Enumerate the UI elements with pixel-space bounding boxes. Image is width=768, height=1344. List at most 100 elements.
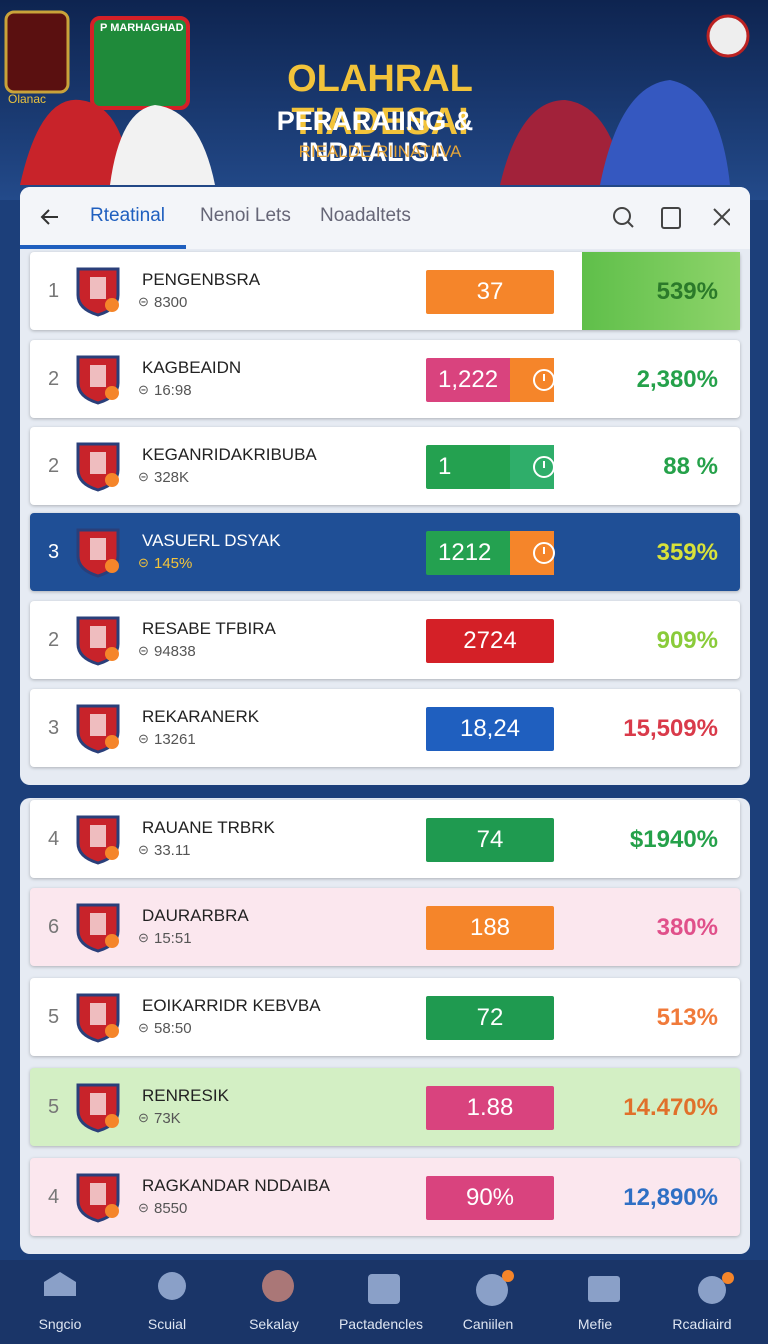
team-stat: ⊝ 13261	[138, 731, 196, 748]
team-stat: ⊝ 58:50	[138, 1020, 192, 1037]
leaderboard-row[interactable]: 5 EOIKARRIDR KEBVBA ⊝ 58:50 72 513%	[30, 978, 740, 1056]
tab-bar: Rteatinal Nenoi Lets Noadaltets	[20, 187, 750, 249]
active-tab-indicator	[20, 245, 186, 249]
leaderboard-card: Rteatinal Nenoi Lets Noadaltets 539% 1 PENGE…	[20, 187, 750, 785]
team-avatar	[76, 1083, 120, 1133]
percent: 12,890%	[623, 1184, 718, 1211]
team-stat: ⊝ 8550	[138, 1200, 188, 1217]
value-badge: 37	[426, 270, 554, 314]
stat-icon: ⊝	[138, 294, 149, 309]
leaderboard-row[interactable]: 2 RESABE TFBIRA ⊝ 94838 2724 909%	[30, 601, 740, 679]
percent: 14.470%	[623, 1094, 718, 1121]
bottom-nav: Sngcio Scuial Sekalay Pactadencles Caniilen M…	[0, 1260, 768, 1344]
team-name: RESABE TFBIRA	[142, 619, 276, 638]
left-badge-label: Olanac	[8, 92, 47, 106]
team-name: RAUANE TRBRK	[142, 818, 275, 837]
banner-art	[4, 10, 750, 185]
right-badge-label: P MARHAGHAD	[100, 22, 184, 34]
leaderboard-row[interactable]: 6 DAURARBRA ⊝ 15:51 188 380%	[30, 888, 740, 966]
team-avatar	[76, 267, 120, 317]
value-badge: 90%	[426, 1176, 554, 1220]
stat-icon: ⊝	[138, 930, 149, 945]
leaderboard-card: 4 RAUANE TRBRK ⊝ 33.11 74 $1940% 6 DAURARBRA ⊝ 15…	[20, 798, 750, 1254]
rank: 1	[48, 280, 60, 302]
rank: 3	[48, 717, 60, 739]
value-badge: 1,222	[426, 358, 555, 402]
stat-value: 15:51	[154, 930, 192, 947]
team-name: KAGBEAIDN	[142, 358, 242, 377]
back-button[interactable]	[38, 205, 62, 229]
stat-value: 328K	[154, 469, 190, 486]
rank: 4	[48, 1186, 60, 1208]
leaderboard-row[interactable]: 3 VASUERL DSYAK ⊝ 145% 1212 359%	[30, 513, 740, 591]
nav-label[interactable]: Scuial	[147, 1316, 187, 1332]
percent: 359%	[656, 539, 718, 566]
value-badge: 74	[426, 818, 554, 862]
value-badge: 72	[426, 996, 554, 1040]
tab[interactable]: Noadaltets	[320, 205, 411, 226]
team-name: DAURARBRA	[142, 906, 249, 925]
leaderboard-row[interactable]: 2 KAGBEAIDN ⊝ 16:98 1,222 2,380%	[30, 340, 740, 418]
stat-icon: ⊝	[138, 731, 149, 746]
percent: 539%	[656, 278, 718, 305]
rank: 3	[48, 541, 60, 563]
leaderboard-row[interactable]: 3 REKARANERK ⊝ 13261 18,24 15,509%	[30, 689, 740, 767]
team-stat: ⊝ 8300	[138, 294, 188, 311]
stat-value: 16:98	[154, 382, 192, 399]
team-stat: ⊝ 328K	[138, 469, 190, 486]
team-avatar	[76, 815, 120, 865]
value-icon	[510, 358, 555, 402]
leaderboard-row[interactable]: 539% 1 PENGENBSRA ⊝ 8300 37	[30, 252, 740, 330]
nav-label[interactable]: Mefie	[577, 1316, 613, 1332]
rank: 2	[48, 368, 60, 390]
value-badge: 1212	[426, 531, 555, 575]
team-avatar	[76, 616, 120, 666]
team-stat: ⊝ 16:98	[138, 382, 192, 399]
leaderboard-row[interactable]: 4 RAUANE TRBRK ⊝ 33.11 74 $1940%	[30, 800, 740, 878]
team-avatar	[76, 355, 120, 405]
tagline: RIEALDE RIINATIIVA	[298, 142, 462, 161]
leaderboard-row[interactable]: 2 KEGANRIDAKRIBUBA ⊝ 328K 1 88 %	[30, 427, 740, 505]
rank: 5	[48, 1006, 60, 1028]
team-name: RENRESIK	[142, 1086, 229, 1105]
nav-label[interactable]: Caniilen	[462, 1316, 514, 1332]
clock-icon	[533, 542, 555, 564]
percent: $1940%	[629, 826, 718, 853]
team-name: VASUERL DSYAK	[142, 531, 281, 550]
stat-icon: ⊝	[138, 842, 149, 857]
stat-value: 8550	[154, 1200, 188, 1217]
nav-label[interactable]: Sekalay	[249, 1316, 299, 1332]
toolbar-icons[interactable]	[610, 205, 730, 231]
team-avatar	[76, 1173, 120, 1223]
nav-label[interactable]: Rcadiaird	[672, 1316, 732, 1332]
clock-icon	[533, 456, 555, 478]
percent: 2,380%	[636, 366, 718, 393]
stat-value: 58:50	[154, 1020, 192, 1037]
leaderboard-row[interactable]: 5 RENRESIK ⊝ 73K 1.88 14.470%	[30, 1068, 740, 1146]
stat-value: 13261	[154, 731, 196, 748]
value-icon	[510, 445, 555, 489]
tab[interactable]: Nenoi Lets	[200, 205, 291, 226]
value-icon	[510, 531, 555, 575]
nav-label[interactable]: Pactadencles	[338, 1316, 424, 1332]
nav-label[interactable]: Sngcio	[38, 1316, 82, 1332]
team-stat: ⊝ 33.11	[138, 842, 190, 859]
team-avatar	[76, 993, 120, 1043]
subtitle: PERARAIING & INDAALISA	[276, 106, 474, 167]
stat-value: 94838	[154, 643, 196, 660]
stat-value: 8300	[154, 294, 188, 311]
percent: 15,509%	[623, 715, 718, 742]
value-badge: 2724	[426, 619, 554, 663]
nav-icons	[44, 1270, 734, 1306]
rank: 5	[48, 1096, 60, 1118]
percent: 513%	[656, 1004, 718, 1031]
tab[interactable]: Rteatinal	[90, 205, 165, 226]
leaderboard-row[interactable]: 4 RAGKANDAR NDDAIBA ⊝ 8550 90% 12,890%	[30, 1158, 740, 1236]
percent-highlight: 539%	[582, 252, 740, 330]
stat-value: 145%	[154, 555, 193, 572]
stat-icon: ⊝	[138, 1200, 149, 1215]
stat-icon: ⊝	[138, 469, 149, 484]
percent: 909%	[656, 627, 718, 654]
percent: 380%	[656, 914, 718, 941]
